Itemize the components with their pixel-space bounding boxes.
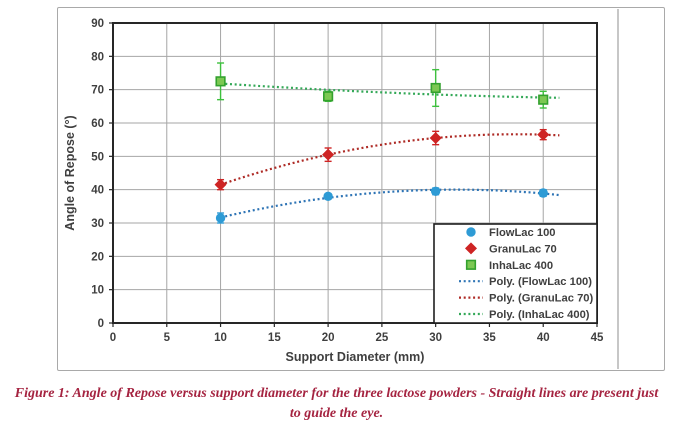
marker-inhalac-400	[538, 94, 549, 105]
x-tick-label: 45	[591, 332, 604, 344]
x-tick-label: 10	[214, 332, 227, 344]
marker-flowlac-100	[538, 188, 548, 198]
x-tick-label: 5	[164, 332, 171, 344]
x-tick-label: 0	[110, 332, 116, 344]
y-tick-label: 60	[91, 118, 104, 130]
trendline	[220, 188, 560, 219]
figure-caption-text: Figure 1: Angle of Repose versus support…	[14, 386, 659, 422]
trendline	[220, 133, 560, 186]
marker-granulac-70	[429, 131, 442, 145]
x-tick-label: 40	[537, 332, 550, 344]
marker-inhalac-400	[430, 82, 441, 94]
chart-svg: 0 5 10 15 20 25 30 35 40 45 0 10 20 30 40 50 60 70 80 90 Sup…	[63, 9, 619, 369]
y-tick-label: 20	[91, 251, 104, 263]
x-tick-label: 20	[322, 332, 335, 344]
marker-flowlac-100	[215, 213, 226, 223]
y-tick-label: 10	[91, 285, 104, 297]
legend-label: FlowLac 100	[489, 227, 556, 239]
legend-box	[433, 223, 598, 324]
legend-label: GranuLac 70	[489, 243, 557, 255]
y-tick-label: 40	[91, 185, 104, 197]
legend-label: Poly. (FlowLac 100)	[489, 276, 592, 288]
marker-granulac-70	[537, 128, 550, 141]
x-tick-label: 15	[268, 332, 281, 344]
x-tick-label: 25	[375, 332, 388, 344]
marker-inhalac-400	[215, 76, 226, 87]
legend-label: Poly. (InhaLac 400)	[489, 309, 590, 321]
legend-marker	[464, 242, 478, 255]
x-axis-title: Support Diameter (mm)	[286, 350, 425, 364]
marker-granulac-70	[322, 148, 335, 161]
trendline	[220, 82, 560, 99]
y-tick-label: 70	[91, 85, 104, 97]
y-tick-label: 90	[91, 18, 104, 30]
y-tick-label: 30	[91, 218, 104, 230]
y-tick-label: 80	[91, 51, 104, 63]
legend-marker	[465, 259, 477, 270]
legend-label: InhaLac 400	[489, 260, 553, 272]
marker-flowlac-100	[323, 191, 333, 202]
y-tick-label: 50	[91, 151, 104, 163]
legend-marker	[466, 227, 476, 237]
x-tick-label: 30	[429, 332, 442, 344]
chart-frame: 0 5 10 15 20 25 30 35 40 45 0 10 20 30 40 50 60 70 80 90 Sup…	[57, 7, 665, 371]
y-axis-title: Angle of Repose (°)	[63, 115, 77, 230]
marker-granulac-70	[214, 178, 227, 191]
marker-inhalac-400	[323, 91, 334, 102]
y-tick-label: 0	[98, 318, 104, 330]
plot-border	[112, 22, 598, 324]
x-tick-label: 35	[483, 332, 496, 344]
legend-label: Poly. (GranuLac 70)	[489, 293, 594, 305]
figure-caption: Figure 1: Angle of Repose versus support…	[0, 384, 673, 425]
marker-flowlac-100	[430, 186, 441, 197]
